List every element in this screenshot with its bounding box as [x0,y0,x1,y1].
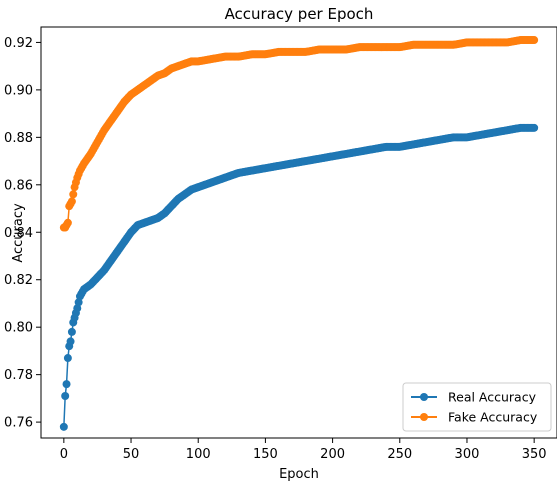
x-tick-label: 250 [387,447,412,462]
legend-entry-fake: Fake Accuracy [411,410,538,425]
legend-marker-fake [420,413,428,421]
legend-box [402,382,552,432]
x-tick-label: 0 [60,447,68,462]
legend-label-fake: Fake Accuracy [448,410,538,425]
chart-title-group: Accuracy per Epoch [225,5,374,23]
x-tick-label: 50 [123,447,140,462]
data-point-real-accuracy [62,380,71,389]
data-point-fake-accuracy [67,197,76,206]
y-tick-label: 0.78 [4,368,33,383]
legend-label-real: Real Accuracy [448,390,537,405]
data-point-fake-accuracy [69,190,78,199]
series-layer [59,36,539,431]
y-tick-label: 0.76 [4,416,33,431]
data-point-real-accuracy [66,337,75,346]
y-axis-label: Accuracy [11,203,26,263]
data-point-real-accuracy [59,422,68,431]
x-axis: 0 50 100 150 200 250 300 350 [60,438,547,462]
x-tick-label: 150 [253,447,278,462]
legend-entry-real: Real Accuracy [411,390,537,405]
chart-title: Accuracy per Epoch [225,5,374,23]
data-point-real-accuracy [530,123,539,132]
data-point-real-accuracy [63,354,72,363]
plot-frame [40,26,557,439]
series-fake-accuracy [59,36,539,232]
y-tick-label: 0.90 [4,83,33,98]
data-point-real-accuracy [67,327,76,336]
y-tick-label: 0.82 [4,273,33,288]
y-tick-label: 0.80 [4,321,33,336]
x-tick-label: 100 [186,447,211,462]
x-tick-label: 350 [522,447,547,462]
y-tick-label: 0.86 [4,178,33,193]
x-tick-label: 200 [320,447,345,462]
series-line-real-accuracy [63,127,535,427]
data-point-fake-accuracy [63,218,72,227]
legend-marker-real [420,393,428,401]
y-tick-label: 0.84 [4,226,33,241]
data-point-real-accuracy [61,392,70,400]
y-axis: 0.76 0.78 0.80 0.82 0.84 0.86 0.88 0.90 0.92 [4,36,41,431]
legend: Real Accuracy Fake Accuracy [402,382,552,432]
x-tick-label: 300 [455,447,480,462]
y-tick-label: 0.92 [4,36,33,51]
y-tick-label: 0.88 [4,131,33,146]
series-real-accuracy [59,123,539,431]
x-axis-label: Epoch [279,467,319,482]
data-point-fake-accuracy [530,36,539,45]
